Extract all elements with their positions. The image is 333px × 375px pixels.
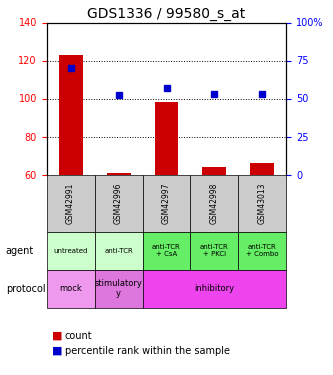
Text: GSM42998: GSM42998 <box>210 182 219 224</box>
Text: GSM42996: GSM42996 <box>114 182 123 224</box>
Text: ■: ■ <box>52 346 62 355</box>
Bar <box>95 231 143 270</box>
Bar <box>47 174 95 231</box>
Text: untreated: untreated <box>53 248 88 254</box>
Text: mock: mock <box>59 284 82 293</box>
Bar <box>202 167 226 174</box>
Bar <box>59 55 83 174</box>
Bar <box>238 174 286 231</box>
Text: anti-TCR
+ CsA: anti-TCR + CsA <box>152 244 181 257</box>
Bar <box>95 174 143 231</box>
Text: anti-TCR
+ Combo: anti-TCR + Combo <box>246 244 279 257</box>
Text: GSM42991: GSM42991 <box>66 182 75 224</box>
Text: GSM42997: GSM42997 <box>162 182 171 224</box>
Bar <box>143 270 286 308</box>
Bar <box>47 270 95 308</box>
Bar <box>155 102 178 174</box>
Title: GDS1336 / 99580_s_at: GDS1336 / 99580_s_at <box>87 8 246 21</box>
Text: GSM43013: GSM43013 <box>258 182 267 224</box>
Text: agent: agent <box>6 246 34 255</box>
Text: percentile rank within the sample: percentile rank within the sample <box>65 346 230 355</box>
Bar <box>238 231 286 270</box>
Bar <box>250 163 274 174</box>
Bar <box>190 231 238 270</box>
Bar <box>143 231 190 270</box>
Bar <box>107 172 131 174</box>
Bar <box>143 174 190 231</box>
Bar <box>95 270 143 308</box>
Text: inhibitory: inhibitory <box>194 284 234 293</box>
Text: anti-TCR: anti-TCR <box>104 248 133 254</box>
Text: stimulatory
y: stimulatory y <box>95 279 143 298</box>
Text: anti-TCR
+ PKCi: anti-TCR + PKCi <box>200 244 229 257</box>
Text: protocol: protocol <box>6 284 46 294</box>
Bar <box>47 231 95 270</box>
Text: ■: ■ <box>52 331 62 340</box>
Text: count: count <box>65 331 93 340</box>
Bar <box>190 174 238 231</box>
